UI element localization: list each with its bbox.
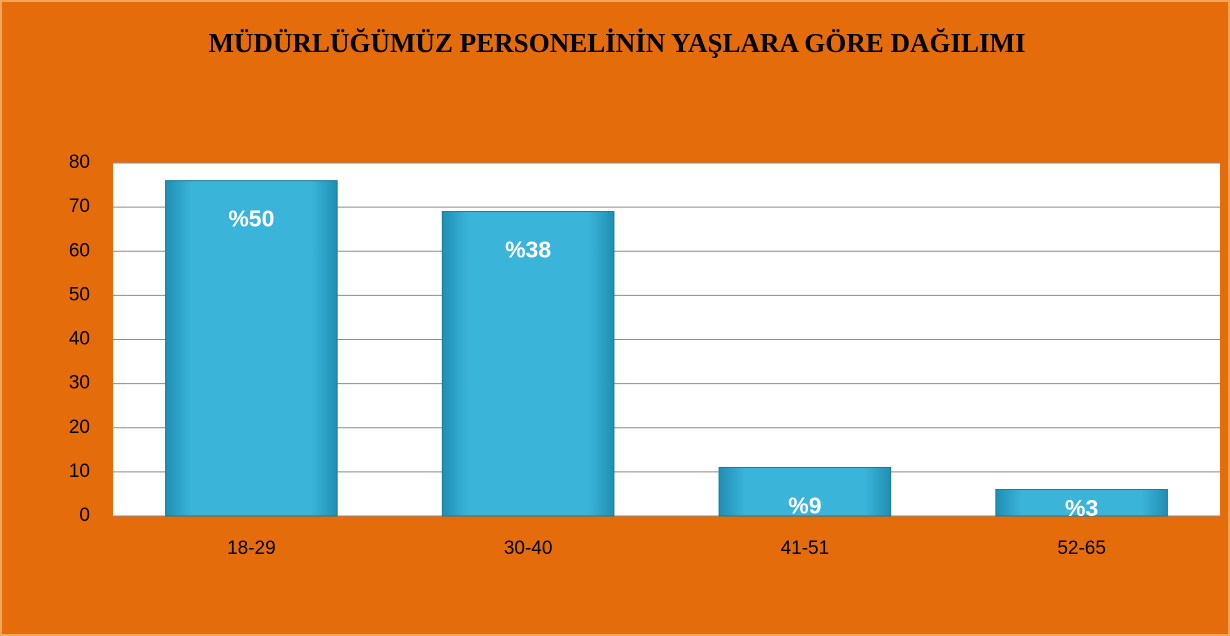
bar [718,466,892,517]
y-tick-label: 50 [69,284,90,305]
bar [165,180,338,517]
data-label: %50 [228,206,274,232]
y-tick-label: 40 [69,329,90,350]
x-tick-label: 52-65 [1057,538,1106,559]
data-label: %3 [1065,495,1098,521]
y-tick-label: 30 [69,373,90,394]
data-label: %9 [788,493,821,519]
bar [995,489,1168,517]
x-tick-label: 18-29 [227,538,276,559]
y-tick-label: 80 [69,152,90,173]
y-tick-label: 70 [69,196,90,217]
chart-title: MÜDÜRLÜĞÜMÜZ PERSONELİNİN YAŞLARA GÖRE D… [208,28,1026,58]
data-label: %38 [505,237,551,263]
y-tick-label: 20 [69,417,90,438]
y-tick-label: 0 [79,505,90,526]
y-tick-label: 60 [69,240,90,261]
bar [441,211,615,517]
y-tick-label: 10 [69,461,90,482]
x-tick-label: 41-51 [781,538,830,559]
x-tick-label: 30-40 [504,538,553,559]
